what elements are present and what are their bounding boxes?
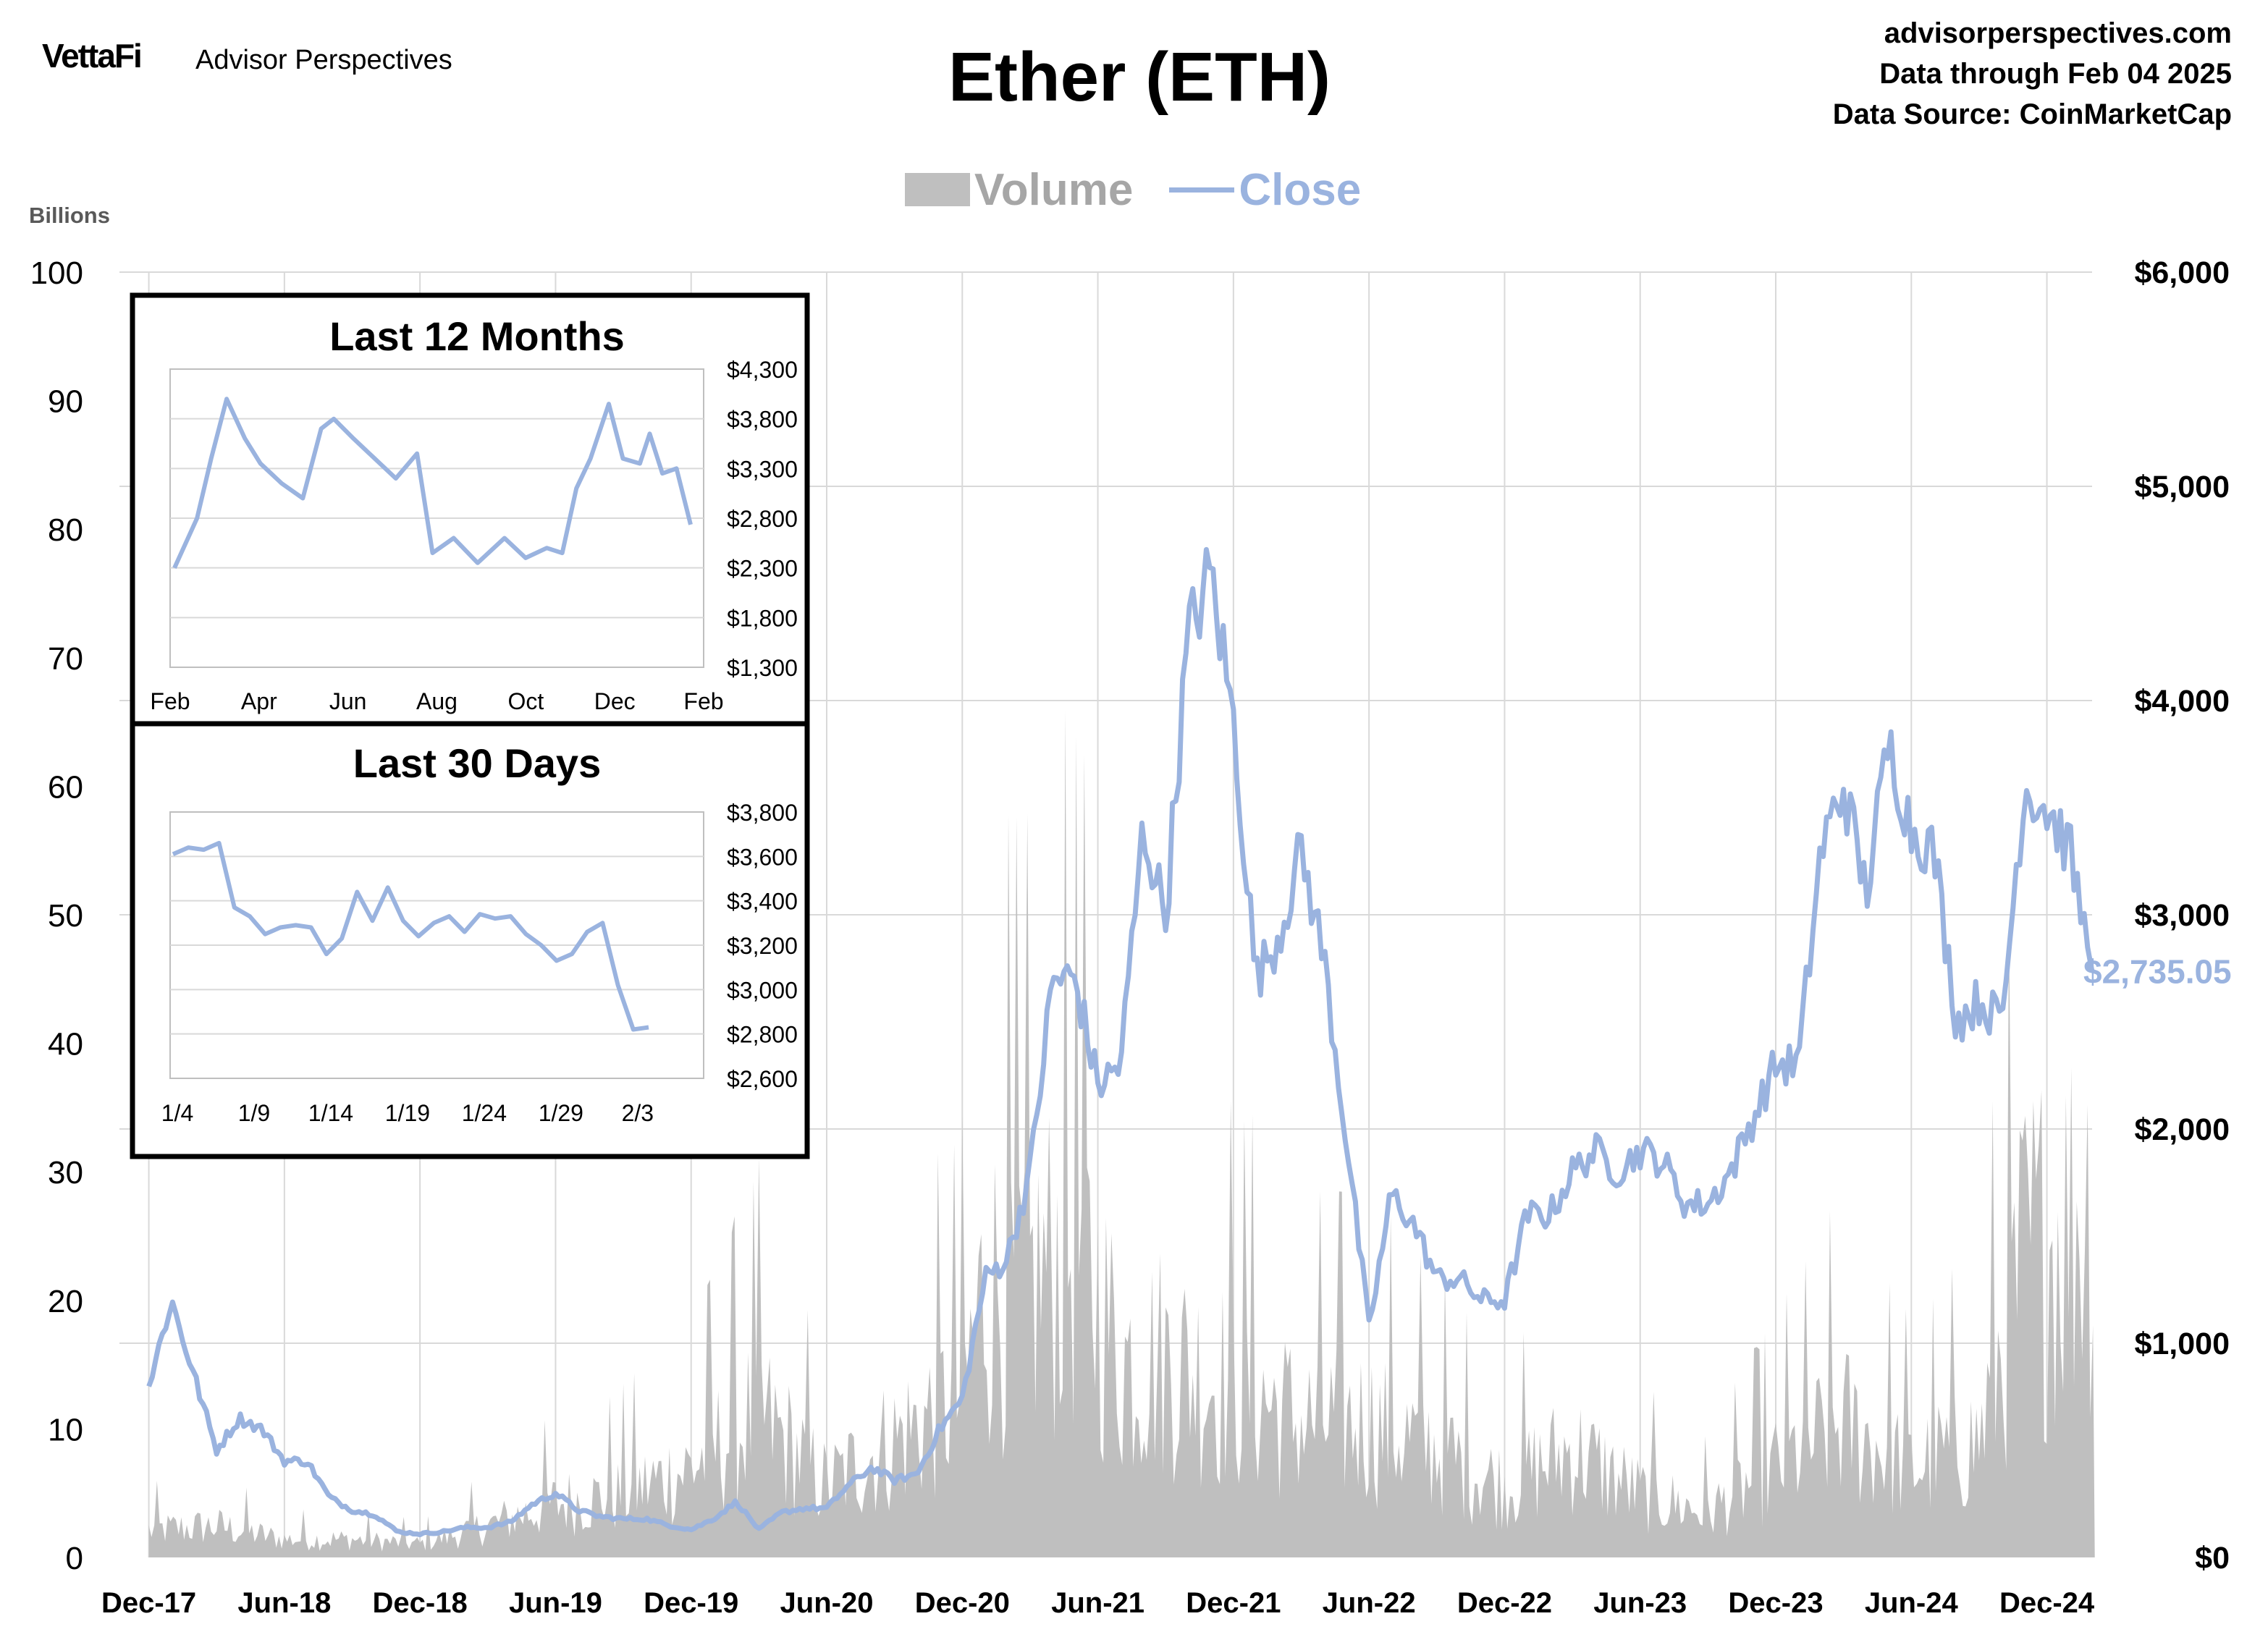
x-tick-label: Jun-19 <box>509 1587 602 1619</box>
inset-close-line <box>172 397 693 569</box>
x-tick-label: Dec-23 <box>1728 1587 1823 1619</box>
legend-close-label: Close <box>1239 164 1362 215</box>
x-tick-label: Dec-22 <box>1457 1587 1552 1619</box>
y-tick-label: 80 <box>48 512 83 548</box>
chart-title: Ether (ETH) <box>948 38 1331 116</box>
inset-x-tick-label: 1/29 <box>539 1100 583 1126</box>
x-tick-label: Dec-19 <box>644 1587 738 1619</box>
inset-y-tick-label: $3,600 <box>727 844 798 870</box>
inset-x-tick-label: Oct <box>507 688 544 714</box>
inset-y-tick-label: $3,000 <box>727 977 798 1003</box>
site-url: advisorperspectives.com <box>1884 17 2232 49</box>
x-tick-label: Jun-23 <box>1593 1587 1687 1619</box>
y2-tick-label: $4,000 <box>2134 684 2230 719</box>
inset-x-tick-label: 1/24 <box>462 1100 507 1126</box>
y2-tick-label: $0 <box>2195 1541 2230 1576</box>
inset-title: Last 30 Days <box>353 740 601 786</box>
inset-y-tick-label: $1,800 <box>727 605 798 631</box>
inset-x-tick-label: 2/3 <box>622 1100 654 1126</box>
x-tick-label: Dec-24 <box>1999 1587 2095 1619</box>
legend-volume-swatch <box>905 173 970 206</box>
y-tick-label: 60 <box>48 769 83 805</box>
inset-title: Last 12 Months <box>329 313 625 359</box>
inset-y-tick-label: $3,200 <box>727 933 798 959</box>
inset-y-tick-label: $3,800 <box>727 800 798 826</box>
y-tick-label: 50 <box>48 898 83 934</box>
x-tick-label: Jun-20 <box>780 1587 874 1619</box>
legend-close-swatch <box>1169 187 1235 193</box>
inset-x-tick-label: 1/14 <box>308 1100 353 1126</box>
inset-y-tick-label: $3,800 <box>727 407 798 433</box>
inset-x-tick-label: Apr <box>241 688 277 714</box>
brand-name: Advisor Perspectives <box>195 45 452 75</box>
x-tick-label: Jun-18 <box>237 1587 331 1619</box>
last-close-label: $2,735.05 <box>2083 952 2232 990</box>
y-tick-label: 40 <box>48 1027 83 1062</box>
x-tick-label: Jun-21 <box>1051 1587 1144 1619</box>
x-tick-label: Dec-18 <box>373 1587 468 1619</box>
y-tick-label: 20 <box>48 1284 83 1319</box>
x-tick-label: Jun-24 <box>1865 1587 1959 1619</box>
data-through-date: Data through Feb 04 2025 <box>1879 58 2232 90</box>
y-tick-label: 30 <box>48 1155 83 1191</box>
y2-tick-label: $2,000 <box>2134 1112 2230 1147</box>
y2-tick-label: $3,000 <box>2134 898 2230 933</box>
inset-x-tick-label: Feb <box>683 688 723 714</box>
inset-y-tick-label: $2,600 <box>727 1066 798 1092</box>
x-tick-label: Dec-21 <box>1186 1587 1281 1619</box>
y-tick-label: 90 <box>48 384 83 420</box>
inset-x-tick-label: 1/19 <box>385 1100 430 1126</box>
inset-y-tick-label: $3,400 <box>727 889 798 915</box>
close-price-line <box>146 546 2095 1538</box>
y2-tick-label: $1,000 <box>2134 1327 2230 1361</box>
y2-tick-label: $6,000 <box>2134 255 2230 290</box>
inset-x-tick-label: 1/4 <box>161 1100 193 1126</box>
inset-x-tick-label: Dec <box>594 688 636 714</box>
y2-tick-label: $5,000 <box>2134 470 2230 504</box>
x-tick-label: Dec-17 <box>101 1587 196 1619</box>
inset-x-tick-label: Feb <box>150 688 190 714</box>
inset-y-tick-label: $1,300 <box>727 655 798 681</box>
x-tick-label: Jun-22 <box>1323 1587 1416 1619</box>
legend-volume-label: Volume <box>974 164 1134 215</box>
x-tick-label: Dec-20 <box>915 1587 1010 1619</box>
y-tick-label: 0 <box>66 1541 83 1576</box>
inset-x-tick-label: Aug <box>416 688 458 714</box>
y-tick-label: 100 <box>30 255 83 291</box>
y-tick-label: 10 <box>48 1412 83 1447</box>
inset-y-tick-label: $4,300 <box>727 357 798 383</box>
y-tick-label: 70 <box>48 641 83 677</box>
inset-y-tick-label: $3,300 <box>727 456 798 482</box>
inset-y-tick-label: $2,800 <box>727 1022 798 1048</box>
inset-y-tick-label: $2,800 <box>727 506 798 532</box>
inset-y-tick-label: $2,300 <box>727 556 798 582</box>
chart-legend: Volume Close <box>905 161 1361 219</box>
inset-x-tick-label: Jun <box>329 688 367 714</box>
inset-x-tick-label: 1/9 <box>238 1100 270 1126</box>
inset-close-line <box>172 840 649 1032</box>
data-source: Data Source: CoinMarketCap <box>1832 98 2232 130</box>
left-axis-units: Billions <box>29 203 110 228</box>
vettafi-logo: VettaFi <box>42 37 143 75</box>
